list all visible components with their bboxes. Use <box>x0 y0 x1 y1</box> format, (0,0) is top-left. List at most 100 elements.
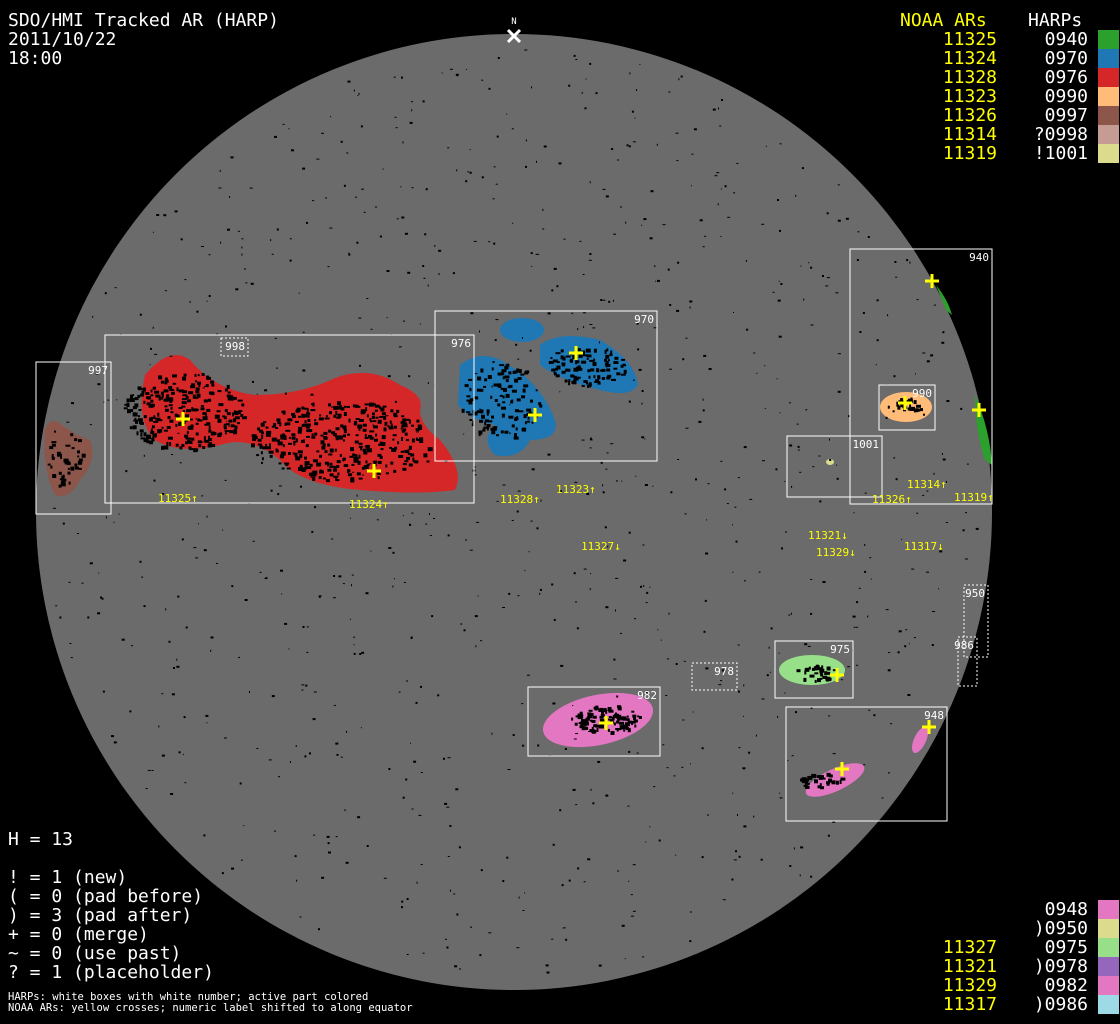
harp-box-label: 990 <box>912 387 932 400</box>
noaa-cross <box>972 403 986 417</box>
legend-harp: 0990 <box>1044 86 1088 107</box>
noaa-labels: 11325↑ 11324↑ 11328↑ 11323↑ 11327↓ 11321↓ 1132… <box>158 478 994 559</box>
legend-noaa: 11317 <box>942 994 997 1015</box>
noaa-label: 11319↑ <box>954 491 994 504</box>
noaa-cross <box>367 464 381 478</box>
region-948b <box>911 727 929 753</box>
noaa-label: 11329↓ <box>816 546 856 559</box>
region-976 <box>141 355 458 493</box>
harp-box: 976 <box>104 334 475 504</box>
noaa-label: 11327↓ <box>581 540 621 553</box>
region-940 <box>936 285 992 465</box>
harp-box: 978 <box>691 662 738 691</box>
title: SDO/HMI Tracked AR (HARP) <box>8 10 279 31</box>
harp-box-label: 1001 <box>853 438 880 451</box>
harp-box: 950 <box>963 584 989 658</box>
harp-box: 940 <box>849 248 993 505</box>
legend-swatch <box>1098 68 1119 87</box>
noaa-cross <box>830 668 844 682</box>
harp-box-label: 978 <box>714 665 734 678</box>
legend-swatch <box>1098 125 1119 144</box>
legend-noaa: 11314 <box>942 124 997 145</box>
noaa-label: 11326↑ <box>872 493 912 506</box>
legend-noaa: 11321 <box>942 956 997 977</box>
legend-noaa <box>900 919 997 938</box>
harp-box-label: 948 <box>924 709 944 722</box>
region-982 <box>542 692 654 748</box>
harp-box-label: 986 <box>954 639 974 652</box>
legend-harp: 0948 <box>1044 899 1088 920</box>
harp-box: 997 <box>35 361 112 515</box>
legend-noaa: 11329 <box>942 975 997 996</box>
legend-swatch <box>1098 957 1119 976</box>
harp-box: 1001 <box>786 435 883 498</box>
harp-box-label: 950 <box>965 587 985 600</box>
north-marker: N <box>506 17 522 44</box>
legend-harp: ?0998 <box>1033 124 1088 145</box>
legend-noaa: 11324 <box>942 48 997 69</box>
legend-swatch <box>1098 144 1119 163</box>
legend-noaa: 11325 <box>942 29 997 50</box>
legend-swatch <box>1098 49 1119 68</box>
noaa-label: 11324↑ <box>349 498 389 511</box>
solar-disk <box>36 34 992 990</box>
noaa-label: 11314↑ <box>907 478 947 491</box>
harp-count: H = 13 <box>8 829 74 850</box>
legend-harp: 0970 <box>1044 48 1088 69</box>
region-1001 <box>826 459 834 465</box>
noaa-label: 11321↓ <box>808 529 848 542</box>
harp-box: 998 <box>220 337 249 357</box>
legend-harp: )0950 <box>1033 918 1088 939</box>
noaa-label: 11325↑ <box>158 492 198 505</box>
date: 2011/10/22 <box>8 29 117 50</box>
sunspots <box>47 49 979 974</box>
legend-noaa: 11327 <box>942 937 997 958</box>
harp-box-label: 975 <box>830 643 850 656</box>
legend-harp: 0976 <box>1044 67 1088 88</box>
harp-box: 986 <box>954 636 978 687</box>
legend-swatch <box>1098 30 1119 49</box>
legend-harp: !1001 <box>1033 143 1088 164</box>
note-harps: HARPs: white boxes with white number; ac… <box>8 991 369 1003</box>
flag-stat: ? = 1 (placeholder) <box>8 962 214 983</box>
flag-stat: + = 0 (merge) <box>8 924 149 945</box>
harp-box-label: 976 <box>451 337 471 350</box>
noaa-cross <box>922 720 936 734</box>
noaa-label: 11328↑ <box>500 493 540 506</box>
legend-swatch <box>1098 900 1119 919</box>
harp-box: 982 <box>527 686 661 757</box>
harp-box-label: 997 <box>88 364 108 377</box>
harp-box-label: 970 <box>634 313 654 326</box>
noaa-header: NOAA ARs <box>900 10 987 31</box>
legend-noaa: 11323 <box>942 86 997 107</box>
noaa-cross <box>176 412 190 426</box>
legend-noaa <box>900 900 997 919</box>
region-970b <box>458 356 556 456</box>
note-noaa: NOAA ARs: yellow crosses; numeric label … <box>8 1002 413 1014</box>
noaa-cross <box>835 762 849 776</box>
region-970a <box>540 336 638 394</box>
harp-box: 975 <box>774 640 854 699</box>
legend-harp: 0997 <box>1044 105 1088 126</box>
noaa-cross <box>528 408 542 422</box>
legend-harp: 0982 <box>1044 975 1088 996</box>
legend-swatch <box>1098 919 1119 938</box>
legend-noaa: 11326 <box>942 105 997 126</box>
legend-swatch <box>1098 995 1119 1014</box>
legend-swatch <box>1098 976 1119 995</box>
flag-stat: ~ = 0 (use past) <box>8 943 182 964</box>
legend-harp: 0940 <box>1044 29 1088 50</box>
harp-box: 970 <box>434 310 658 462</box>
noaa-crosses <box>176 274 986 776</box>
harp-header: HARPs <box>1028 10 1083 31</box>
harp-box-label: 940 <box>969 251 989 264</box>
legend-swatch <box>1098 938 1119 957</box>
harp-box: 990 <box>878 384 936 431</box>
region-970c <box>500 318 544 342</box>
noaa-cross <box>898 396 912 410</box>
flag-stat: ) = 3 (pad after) <box>8 905 193 926</box>
harp-box: 948 <box>785 706 948 822</box>
noaa-cross <box>599 716 613 730</box>
legend-harp: )0978 <box>1033 956 1088 977</box>
